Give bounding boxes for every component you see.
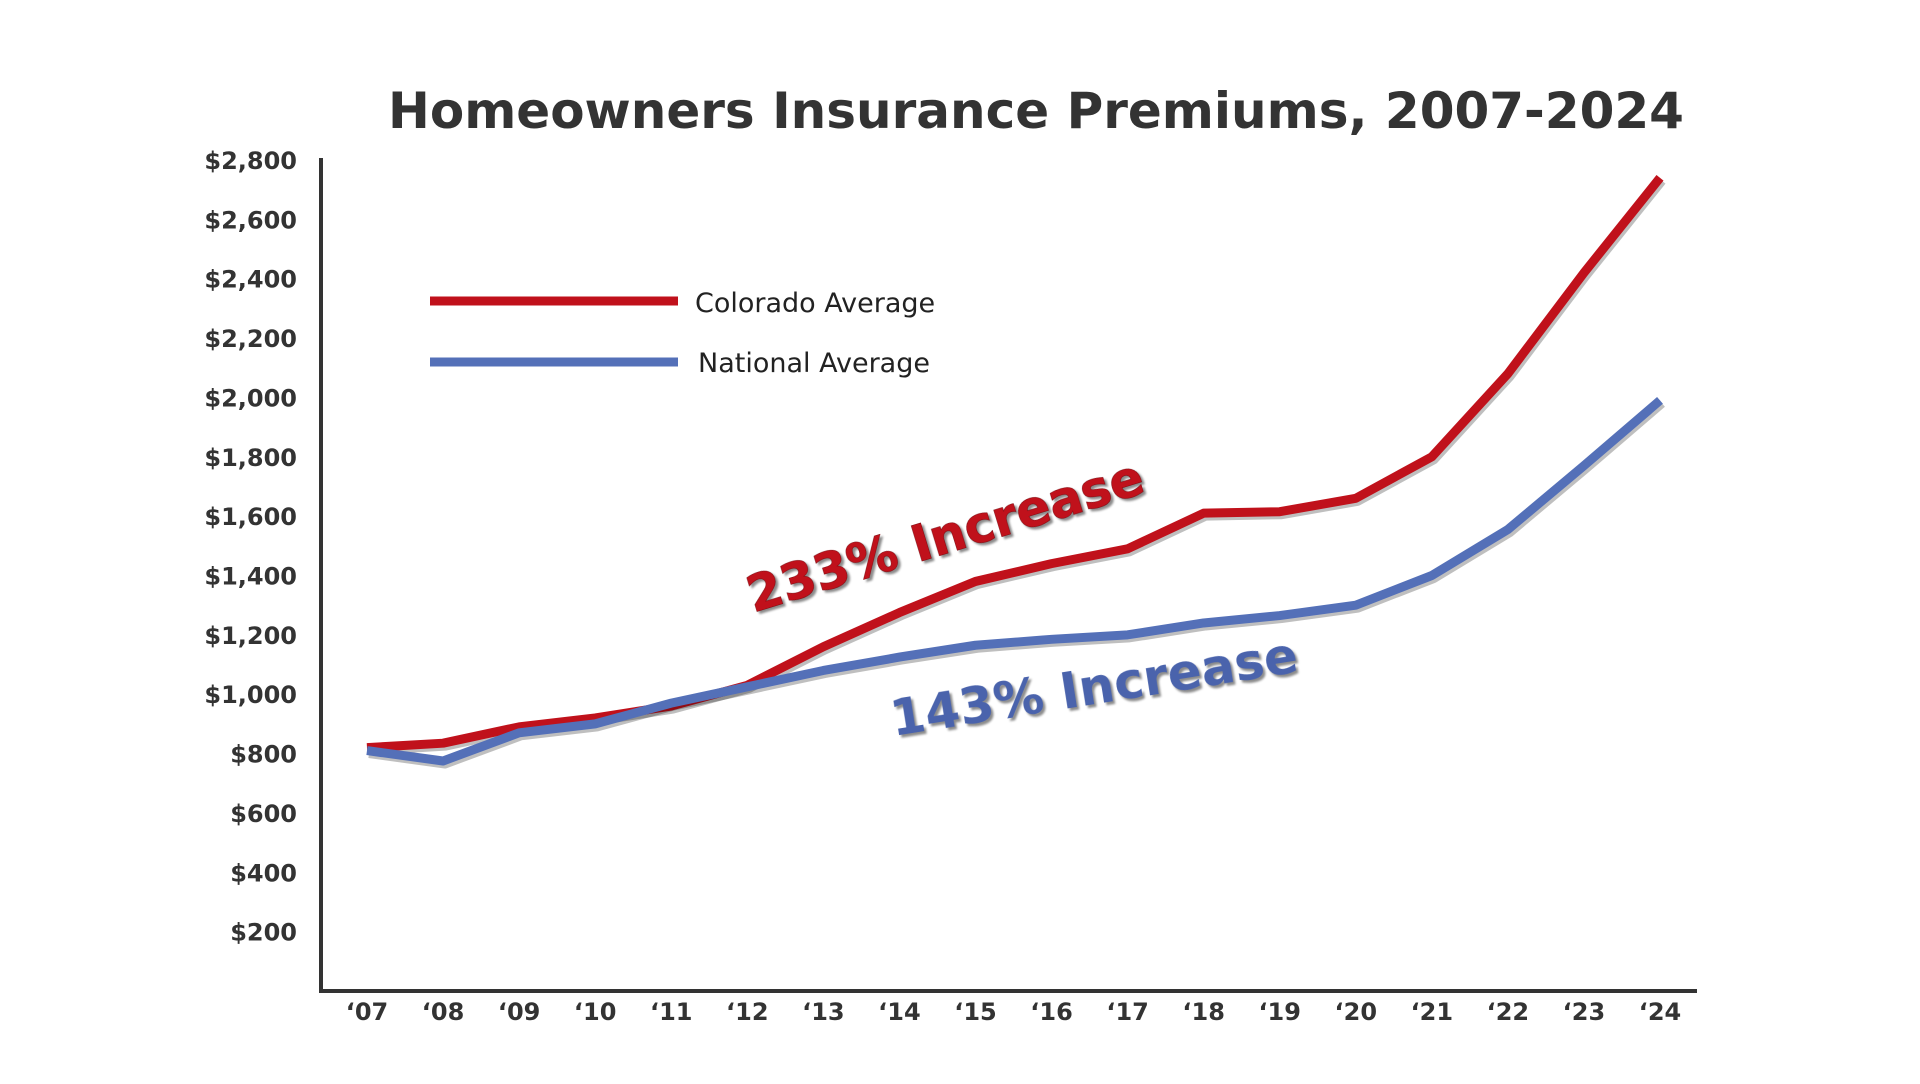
legend-label-national: National Average [698, 348, 930, 379]
y-tick-label: $2,200 [204, 325, 297, 353]
x-tick-label: ‘19 [1258, 998, 1301, 1026]
y-tick-label: $200 [230, 919, 297, 947]
y-tick-label: $400 [230, 859, 297, 887]
x-tick-label: ‘18 [1182, 998, 1225, 1026]
x-tick-label: ‘13 [802, 998, 845, 1026]
x-tick-label: ‘14 [878, 998, 921, 1026]
y-tick-label: $1,000 [204, 681, 297, 709]
x-tick-label: ‘17 [1106, 998, 1149, 1026]
x-tick-label: ‘10 [574, 998, 617, 1026]
x-tick-label: ‘07 [346, 998, 389, 1026]
x-tick-label: ‘15 [954, 998, 997, 1026]
x-tick-label: ‘08 [422, 998, 465, 1026]
y-tick-label: $600 [230, 800, 297, 828]
x-tick-label: ‘22 [1487, 998, 1530, 1026]
legend-label-colorado: Colorado Average [695, 288, 935, 319]
x-tick-label: ‘16 [1030, 998, 1073, 1026]
series-line-colorado [367, 178, 1660, 748]
x-tick-label: ‘12 [726, 998, 769, 1026]
chart-title: Homeowners Insurance Premiums, 2007-2024 [388, 82, 1684, 140]
y-tick-label: $1,800 [204, 444, 297, 472]
y-tick-label: $2,800 [204, 147, 297, 175]
x-tick-label: ‘09 [498, 998, 541, 1026]
x-tick-label: ‘23 [1563, 998, 1606, 1026]
legend: Colorado Average National Average [430, 288, 935, 379]
y-tick-label: $1,400 [204, 563, 297, 591]
y-tick-label: $2,600 [204, 206, 297, 234]
y-tick-label: $2,000 [204, 384, 297, 412]
series-shadow [369, 181, 1662, 751]
x-tick-label: ‘20 [1335, 998, 1378, 1026]
y-tick-label: $2,400 [204, 266, 297, 294]
y-tick-label: $800 [230, 741, 297, 769]
x-tick-label: ‘21 [1411, 998, 1454, 1026]
y-tick-label: $1,200 [204, 622, 297, 650]
y-tick-label: $1,600 [204, 503, 297, 531]
x-tick-label: ‘11 [650, 998, 693, 1026]
x-tick-label: ‘24 [1639, 998, 1682, 1026]
